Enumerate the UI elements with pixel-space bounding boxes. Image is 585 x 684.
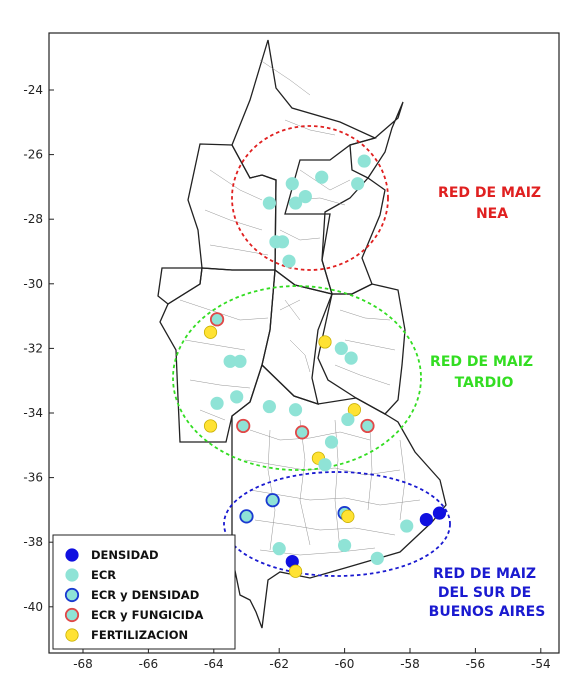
site-marker-ecr [351, 177, 365, 191]
legend-symbol-densidad [65, 548, 79, 562]
site-marker-ecr [233, 354, 247, 368]
x-axis-ticks: -68 -66 -64 -62 -60 -58 -56 -54 [73, 648, 551, 671]
site-marker-ecr-densidad [265, 493, 280, 508]
site-marker-ecr [341, 412, 355, 427]
y-tick-label: -26 [23, 148, 43, 162]
x-tick-label: -58 [400, 657, 420, 671]
legend-label-ecr-densidad: ECR y DENSIDAD [91, 588, 199, 602]
province-misiones [349, 101, 404, 179]
region-label-tardio: RED DE MAIZ TARDIO [430, 354, 538, 391]
nea-ellipse [231, 125, 389, 271]
site-marker-ecr [275, 235, 290, 249]
site-marker-ecr [285, 177, 299, 191]
site-marker-ecr [262, 399, 276, 414]
site-marker-ecr [315, 170, 329, 184]
site-marker-fertilizacion [203, 419, 218, 433]
site-marker-fertilizacion [318, 335, 332, 349]
site-marker-densidad [432, 506, 447, 520]
site-marker-densidad [419, 512, 433, 527]
region-label-nea: RED DE MAIZ NEA [438, 185, 546, 222]
legend-box [52, 534, 236, 650]
site-marker-fertilizacion [341, 509, 355, 523]
legend-symbol-ecr [65, 568, 79, 582]
y-tick-label: -40 [23, 600, 43, 614]
site-markers [203, 154, 447, 578]
legend-label-ecr-fungicida: ECR y FUNGICIDA [91, 608, 203, 622]
x-tick-label: -62 [269, 657, 289, 671]
x-tick-label: -56 [466, 657, 486, 671]
x-tick-label: -64 [204, 657, 224, 671]
region-labels: RED DE MAIZ NEA RED DE MAIZ TARDIO RED D… [429, 185, 546, 620]
y-tick-label: -38 [23, 535, 43, 549]
y-tick-label: -36 [23, 471, 43, 485]
site-marker-ecr [262, 196, 276, 210]
y-axis-ticks: -24 -26 -28 -30 -32 -34 -36 -38 -40 [23, 83, 54, 614]
site-marker-ecr [400, 519, 414, 533]
x-tick-label: -54 [531, 657, 551, 671]
legend-label-fertilizacion: FERTILIZACION [91, 628, 188, 642]
legend-symbol-fertilizacion [65, 628, 79, 642]
site-marker-ecr [298, 189, 312, 204]
site-marker-fertilizacion [347, 403, 362, 417]
site-marker-ecr-densidad [239, 509, 254, 524]
site-marker-ecr [337, 538, 352, 553]
sur-ellipse [223, 471, 451, 577]
site-marker-ecr [357, 154, 371, 168]
site-marker-ecr [282, 254, 296, 268]
site-marker-ecr [370, 551, 384, 565]
site-marker-fertilizacion [288, 564, 303, 578]
site-marker-ecr [318, 458, 332, 472]
province-santa-fe [261, 268, 333, 405]
x-tick-label: -68 [73, 657, 93, 671]
legend-symbol-ecr-fungicida [64, 607, 80, 623]
y-tick-label: -34 [23, 406, 43, 420]
legend-symbol-ecr-densidad [64, 587, 80, 603]
site-marker-ecr-fungicida [236, 418, 251, 434]
province-entre-rios [317, 283, 406, 415]
site-marker-ecr-fungicida [294, 425, 310, 440]
site-marker-ecr [288, 403, 303, 417]
legend-label-densidad: DENSIDAD [91, 548, 159, 562]
site-marker-ecr [272, 542, 286, 556]
site-marker-ecr [334, 341, 348, 355]
site-marker-fertilizacion [203, 325, 218, 339]
tardio-ellipse [172, 285, 422, 471]
x-tick-label: -66 [139, 657, 159, 671]
site-marker-ecr [288, 196, 303, 210]
site-marker-ecr-fungicida [209, 312, 225, 327]
y-tick-label: -30 [23, 277, 43, 291]
legend-label-ecr: ECR [91, 568, 116, 582]
region-label-sur: RED DE MAIZ DEL SUR DE BUENOS AIRES [429, 566, 546, 620]
site-marker-ecr [210, 396, 224, 410]
y-tick-label: -28 [23, 212, 43, 226]
province-buenos-aires [231, 363, 447, 629]
site-marker-ecr [324, 435, 339, 449]
site-marker-ecr [230, 390, 244, 404]
y-tick-label: -32 [23, 341, 43, 355]
site-marker-ecr [344, 351, 358, 365]
y-tick-label: -24 [23, 83, 43, 97]
legend: DENSIDAD ECR ECR y DENSIDAD ECR y FUNGICIDA… [52, 534, 236, 650]
x-tick-label: -60 [335, 657, 355, 671]
site-marker-ecr-fungicida [360, 418, 375, 434]
